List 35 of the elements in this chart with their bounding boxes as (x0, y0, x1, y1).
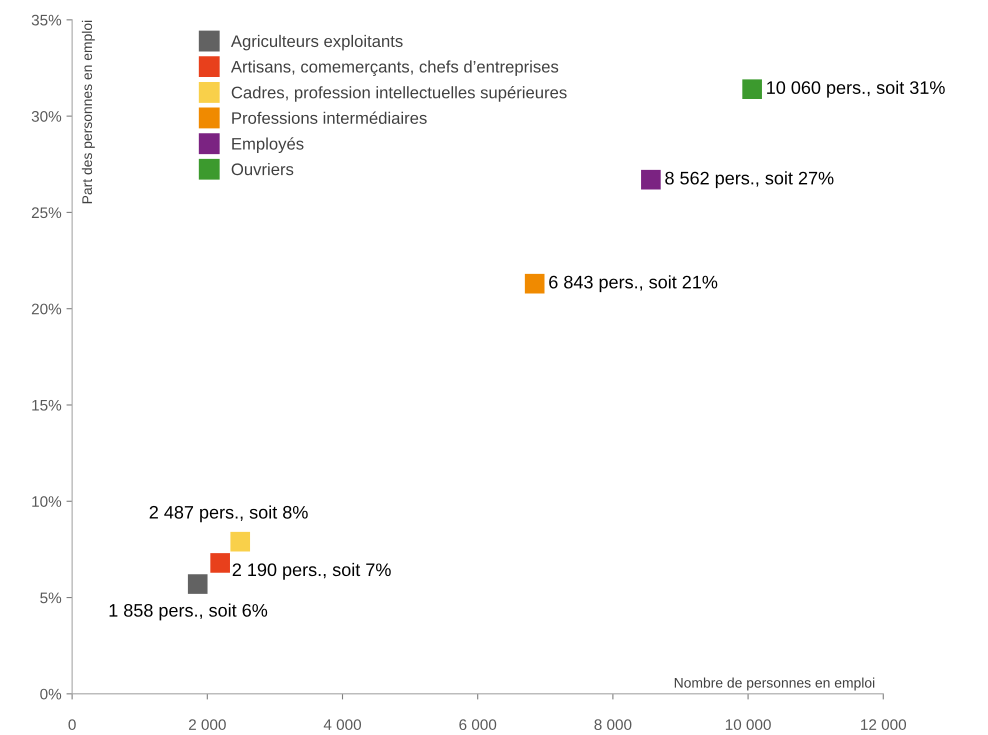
data-label: 2 190 pers., soit 7% (232, 562, 391, 580)
data-label: 10 060 pers., soit 31% (767, 80, 945, 98)
y-tick-label: 5% (40, 592, 62, 604)
data-label: 1 858 pers., soit 6% (110, 604, 268, 620)
y-tick-label: 15% (32, 400, 62, 411)
y-axis-title: Part des personnes en emploi (82, 20, 95, 204)
y-tick-label: 10% (32, 496, 62, 507)
data-label: 2 487 pers., soit 8% (150, 505, 308, 522)
y-tick-label: 0% (40, 688, 62, 700)
point (641, 170, 661, 190)
legend-label: Cadres, profession intellectuelles supérieures (232, 86, 567, 102)
x-tick-label: 8 000 (594, 719, 632, 730)
data-label: 8 562 pers., soit 27% (665, 171, 834, 188)
legend-label: Ouvriers (232, 162, 294, 176)
x-tick-label: 4 000 (324, 719, 362, 730)
data-label: 6 843 pers., soit 21% (549, 275, 718, 292)
point (230, 532, 250, 552)
x-axis-title: Nombre de personnes en emploi (674, 678, 874, 690)
point (742, 79, 762, 99)
x-tick-label: 12 000 (861, 719, 906, 730)
legend-label: Agriculteurs exploitants (230, 34, 403, 50)
x-tick-label: 6 000 (459, 719, 496, 730)
legend-label: Employés (232, 137, 304, 153)
y-tick-label: 35% (32, 14, 62, 26)
x-tick-label: 10 000 (726, 719, 771, 730)
point (210, 553, 230, 573)
x-tick-label: 0 (68, 719, 76, 730)
legend-label: Artisans, comemerçants, chefs d’entreprises (230, 60, 558, 76)
x-tick-label: 2 000 (188, 719, 226, 730)
y-tick-label: 25% (32, 207, 62, 218)
legend-label: Professions intermédiaires (232, 112, 427, 124)
y-tick-label: 30% (32, 111, 62, 122)
point (524, 274, 544, 294)
point (188, 574, 208, 594)
y-tick-label: 20% (32, 304, 62, 314)
